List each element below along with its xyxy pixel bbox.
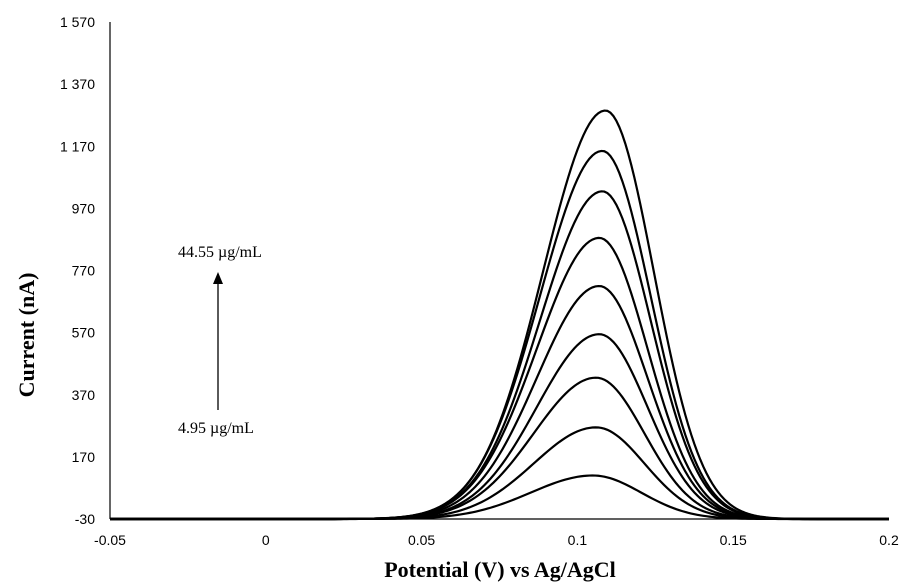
x-axis-title: Potential (V) vs Ag/AgCl — [384, 557, 616, 582]
y-tick-label: -30 — [75, 511, 95, 527]
y-axis-title: Current (nA) — [14, 273, 39, 398]
x-tick-label: 0.15 — [720, 532, 747, 548]
y-tick-label: 1 170 — [60, 138, 95, 154]
x-tick-label: 0.1 — [568, 532, 588, 548]
y-tick-label: 970 — [72, 200, 96, 216]
series-line-5 — [110, 284, 889, 521]
y-tick-label: 1 570 — [60, 14, 95, 30]
y-tick-label: 170 — [72, 449, 96, 465]
x-axis-ticks: -0.05 0 0.05 0.1 0.15 0.2 — [94, 532, 899, 548]
x-tick-label: 0.05 — [408, 532, 435, 548]
y-tick-label: 570 — [72, 325, 96, 341]
y-tick-label: 770 — [72, 263, 96, 279]
x-tick-label: 0 — [262, 532, 270, 548]
y-tick-label: 370 — [72, 387, 96, 403]
y-axis-ticks: -30 170 370 570 770 970 1 170 1 370 1 570 — [60, 14, 95, 527]
annotation-top-label: 44.55 µg/mL — [178, 244, 262, 261]
series-line-3 — [110, 376, 889, 521]
annotation-arrow-head — [213, 272, 223, 284]
curve-group — [110, 109, 889, 521]
y-tick-label: 1 370 — [60, 76, 95, 92]
series-line-9 — [110, 109, 889, 521]
series-line-8 — [110, 149, 889, 521]
x-tick-label: -0.05 — [94, 532, 126, 548]
x-tick-label: 0.2 — [879, 532, 899, 548]
annotation-bottom-label: 4.95 µg/mL — [178, 420, 254, 437]
series-line-1 — [110, 474, 889, 521]
series-line-7 — [110, 190, 889, 521]
